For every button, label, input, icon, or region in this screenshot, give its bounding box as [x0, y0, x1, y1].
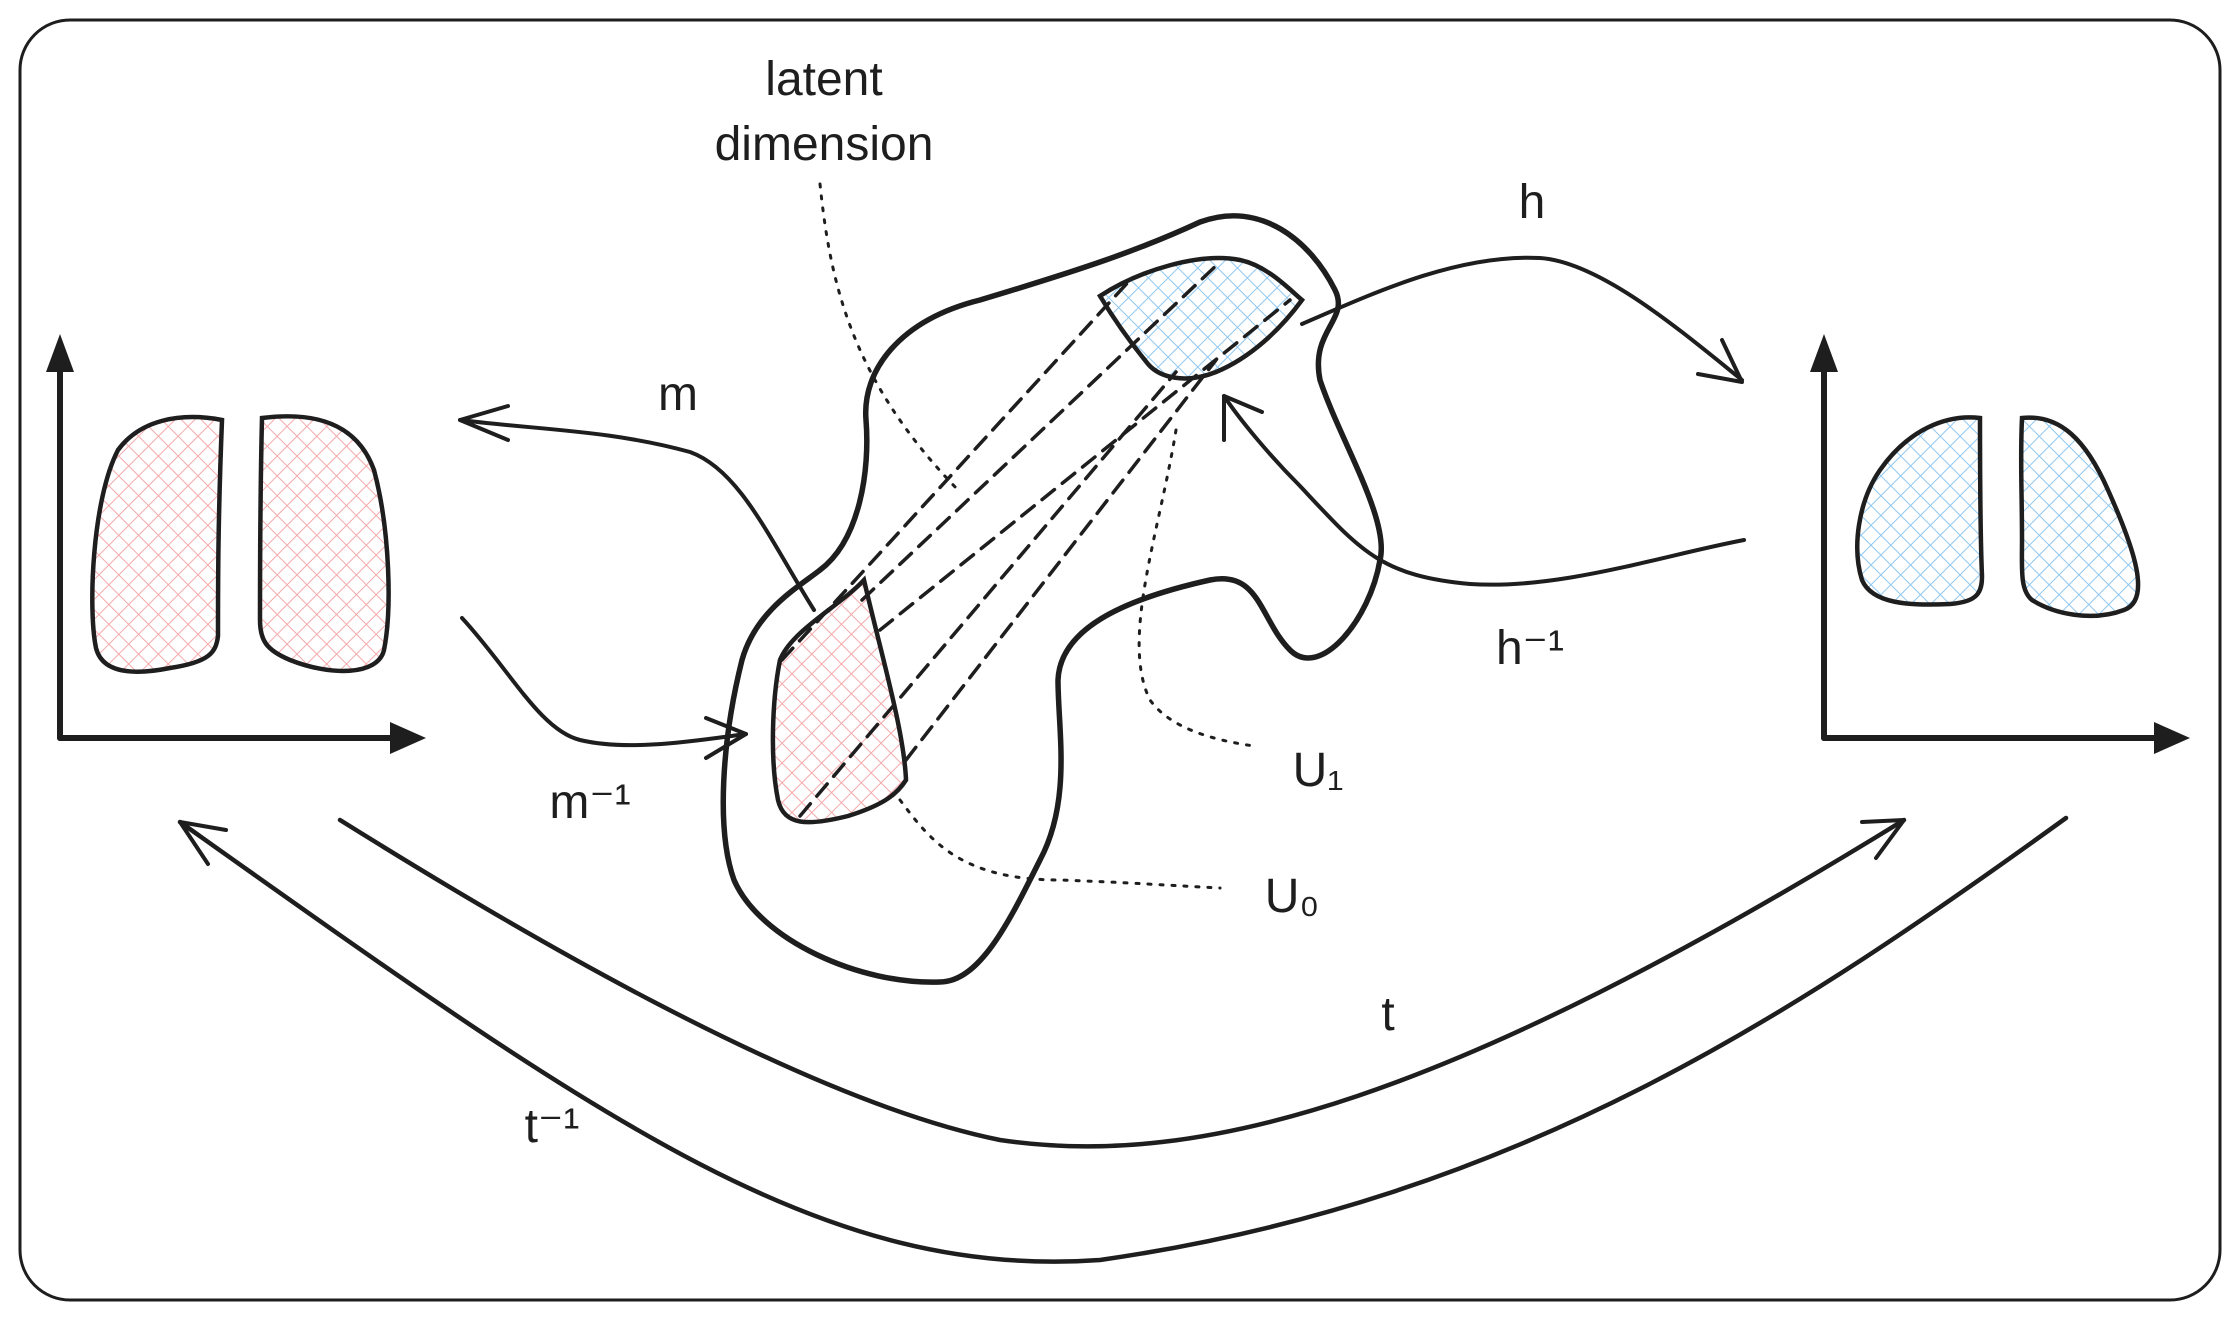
label-t: t	[1381, 988, 1394, 1041]
dashed-correspondence-lines	[780, 260, 1292, 818]
left-x-arrowhead	[390, 722, 426, 754]
left-y-arrowhead	[46, 334, 74, 372]
label-m: m	[658, 368, 698, 421]
latent-dimension-leader	[818, 182, 962, 494]
arrow-m-inv	[460, 616, 748, 748]
label-latent-line1: latent	[765, 53, 882, 106]
right-blue-lung-left	[1855, 415, 1985, 607]
arrow-h-inv	[1222, 394, 1746, 587]
arrow-m-head	[458, 404, 510, 442]
arrow-h-head	[1696, 338, 1744, 384]
right-y-arrowhead	[1810, 334, 1838, 372]
label-h: h	[1519, 176, 1546, 229]
right-x-arrowhead	[2154, 722, 2190, 754]
label-u0: U₀	[1265, 870, 1320, 923]
u0-region	[770, 575, 909, 825]
right-blue-lung-right	[2018, 415, 2141, 619]
label-m-inv: m⁻¹	[549, 776, 630, 829]
arrow-h	[1300, 255, 1744, 382]
arrow-m-inv-head	[704, 716, 748, 760]
left-plot	[46, 334, 426, 754]
arrow-t-inv	[177, 815, 2069, 1264]
right-plot	[1810, 334, 2190, 754]
label-u1: U₁	[1293, 744, 1344, 797]
outer-frame	[18, 18, 2222, 1302]
label-h-inv: h⁻¹	[1496, 622, 1564, 675]
arrow-m	[458, 418, 816, 612]
u1-region	[1096, 255, 1306, 381]
arrow-t-inv-head	[178, 820, 228, 866]
arrow-t	[337, 817, 1907, 1149]
arrow-h-inv-head	[1222, 394, 1264, 442]
label-t-inv: t⁻¹	[525, 1100, 580, 1153]
arrow-t-head	[1860, 818, 1906, 860]
u0-leader	[898, 798, 1222, 890]
label-latent-line2: dimension	[715, 118, 934, 171]
left-red-lung-right	[257, 414, 391, 674]
left-red-lung-left	[90, 414, 225, 674]
